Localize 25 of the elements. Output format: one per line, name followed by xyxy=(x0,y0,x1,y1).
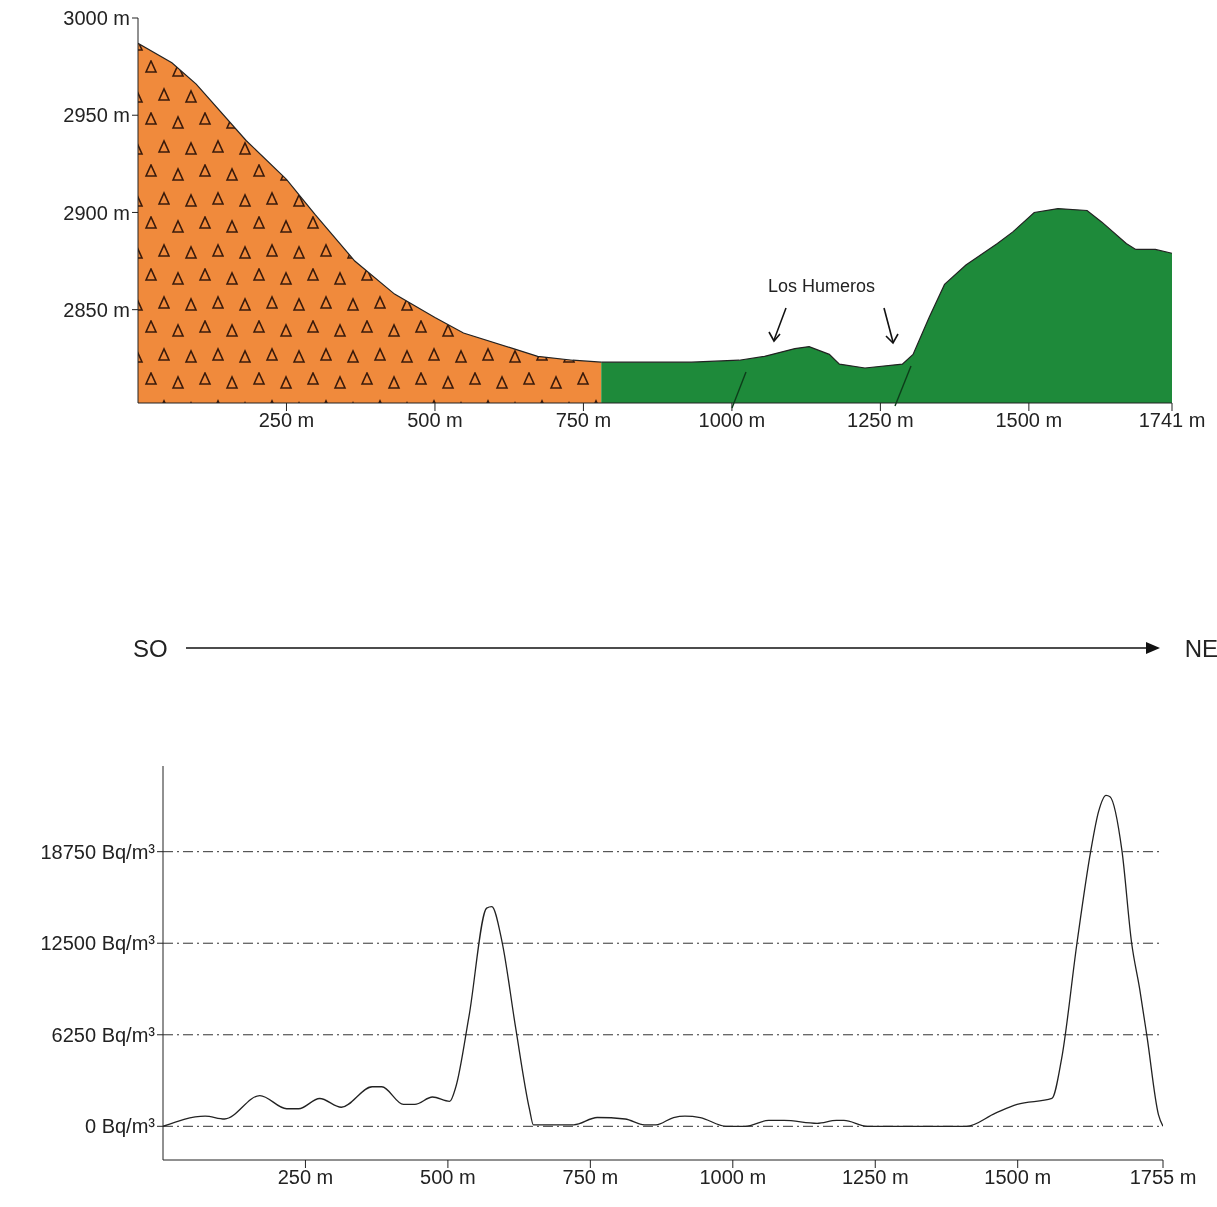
y-tick-label: 12500 Bq/m³ xyxy=(40,932,156,955)
x-tick-label: 1755 m xyxy=(1129,1166,1197,1189)
x-tick-label: 1250 m xyxy=(847,409,914,432)
x-tick-label: 1250 m xyxy=(841,1166,909,1189)
y-tick-label: 6250 Bq/m³ xyxy=(51,1023,156,1046)
x-tick-label: 250 m xyxy=(258,409,315,432)
x-tick-label: 1000 m xyxy=(698,409,766,432)
y-tick-label: 2950 m xyxy=(63,104,130,127)
text: NE xyxy=(1184,635,1217,663)
x-tick-label: 1500 m xyxy=(995,409,1063,432)
y-tick-label: 2850 m xyxy=(63,298,130,321)
x-tick-label: 1500 m xyxy=(984,1166,1052,1189)
x-tick-label: 1741 m xyxy=(1138,409,1206,432)
x-tick-label: 500 m xyxy=(420,1166,476,1189)
y-tick-label: 2900 m xyxy=(63,201,130,224)
y-tick-label: 18750 Bq/m³ xyxy=(40,840,156,863)
annotation: Los Humeros xyxy=(768,276,876,297)
x-tick-label: 750 m xyxy=(562,1166,619,1189)
x-tick-label: 750 m xyxy=(555,409,612,432)
text: SO xyxy=(133,635,168,663)
y-tick-label: 3000 m xyxy=(63,7,130,30)
x-tick-label: 250 m xyxy=(277,1166,334,1189)
x-tick-label: 1000 m xyxy=(699,1166,767,1189)
y-tick-label: 0 Bq/m³ xyxy=(84,1115,156,1138)
x-tick-label: 500 m xyxy=(407,409,463,432)
